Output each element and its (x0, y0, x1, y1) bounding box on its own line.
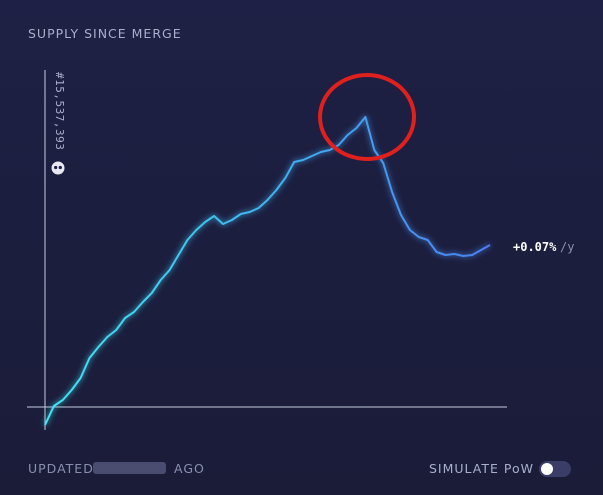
toggle-knob[interactable] (541, 463, 553, 475)
skull-icon (51, 161, 65, 175)
rate: +0.07% (513, 240, 557, 254)
plot (27, 116, 507, 426)
highlight-circle (318, 73, 416, 161)
chart-title: SUPPLY SINCE MERGE (28, 26, 182, 41)
supply-line (44, 116, 491, 426)
updated-label: UPDATED (28, 461, 94, 476)
block-label: #15,537,393 (53, 72, 66, 150)
rate-unit: /y (560, 240, 574, 254)
ago-label: AGO (174, 461, 205, 476)
updated-placeholder (93, 462, 166, 474)
simulate-toggle[interactable] (539, 461, 571, 477)
simulate-label: SIMULATE PoW (429, 461, 534, 476)
